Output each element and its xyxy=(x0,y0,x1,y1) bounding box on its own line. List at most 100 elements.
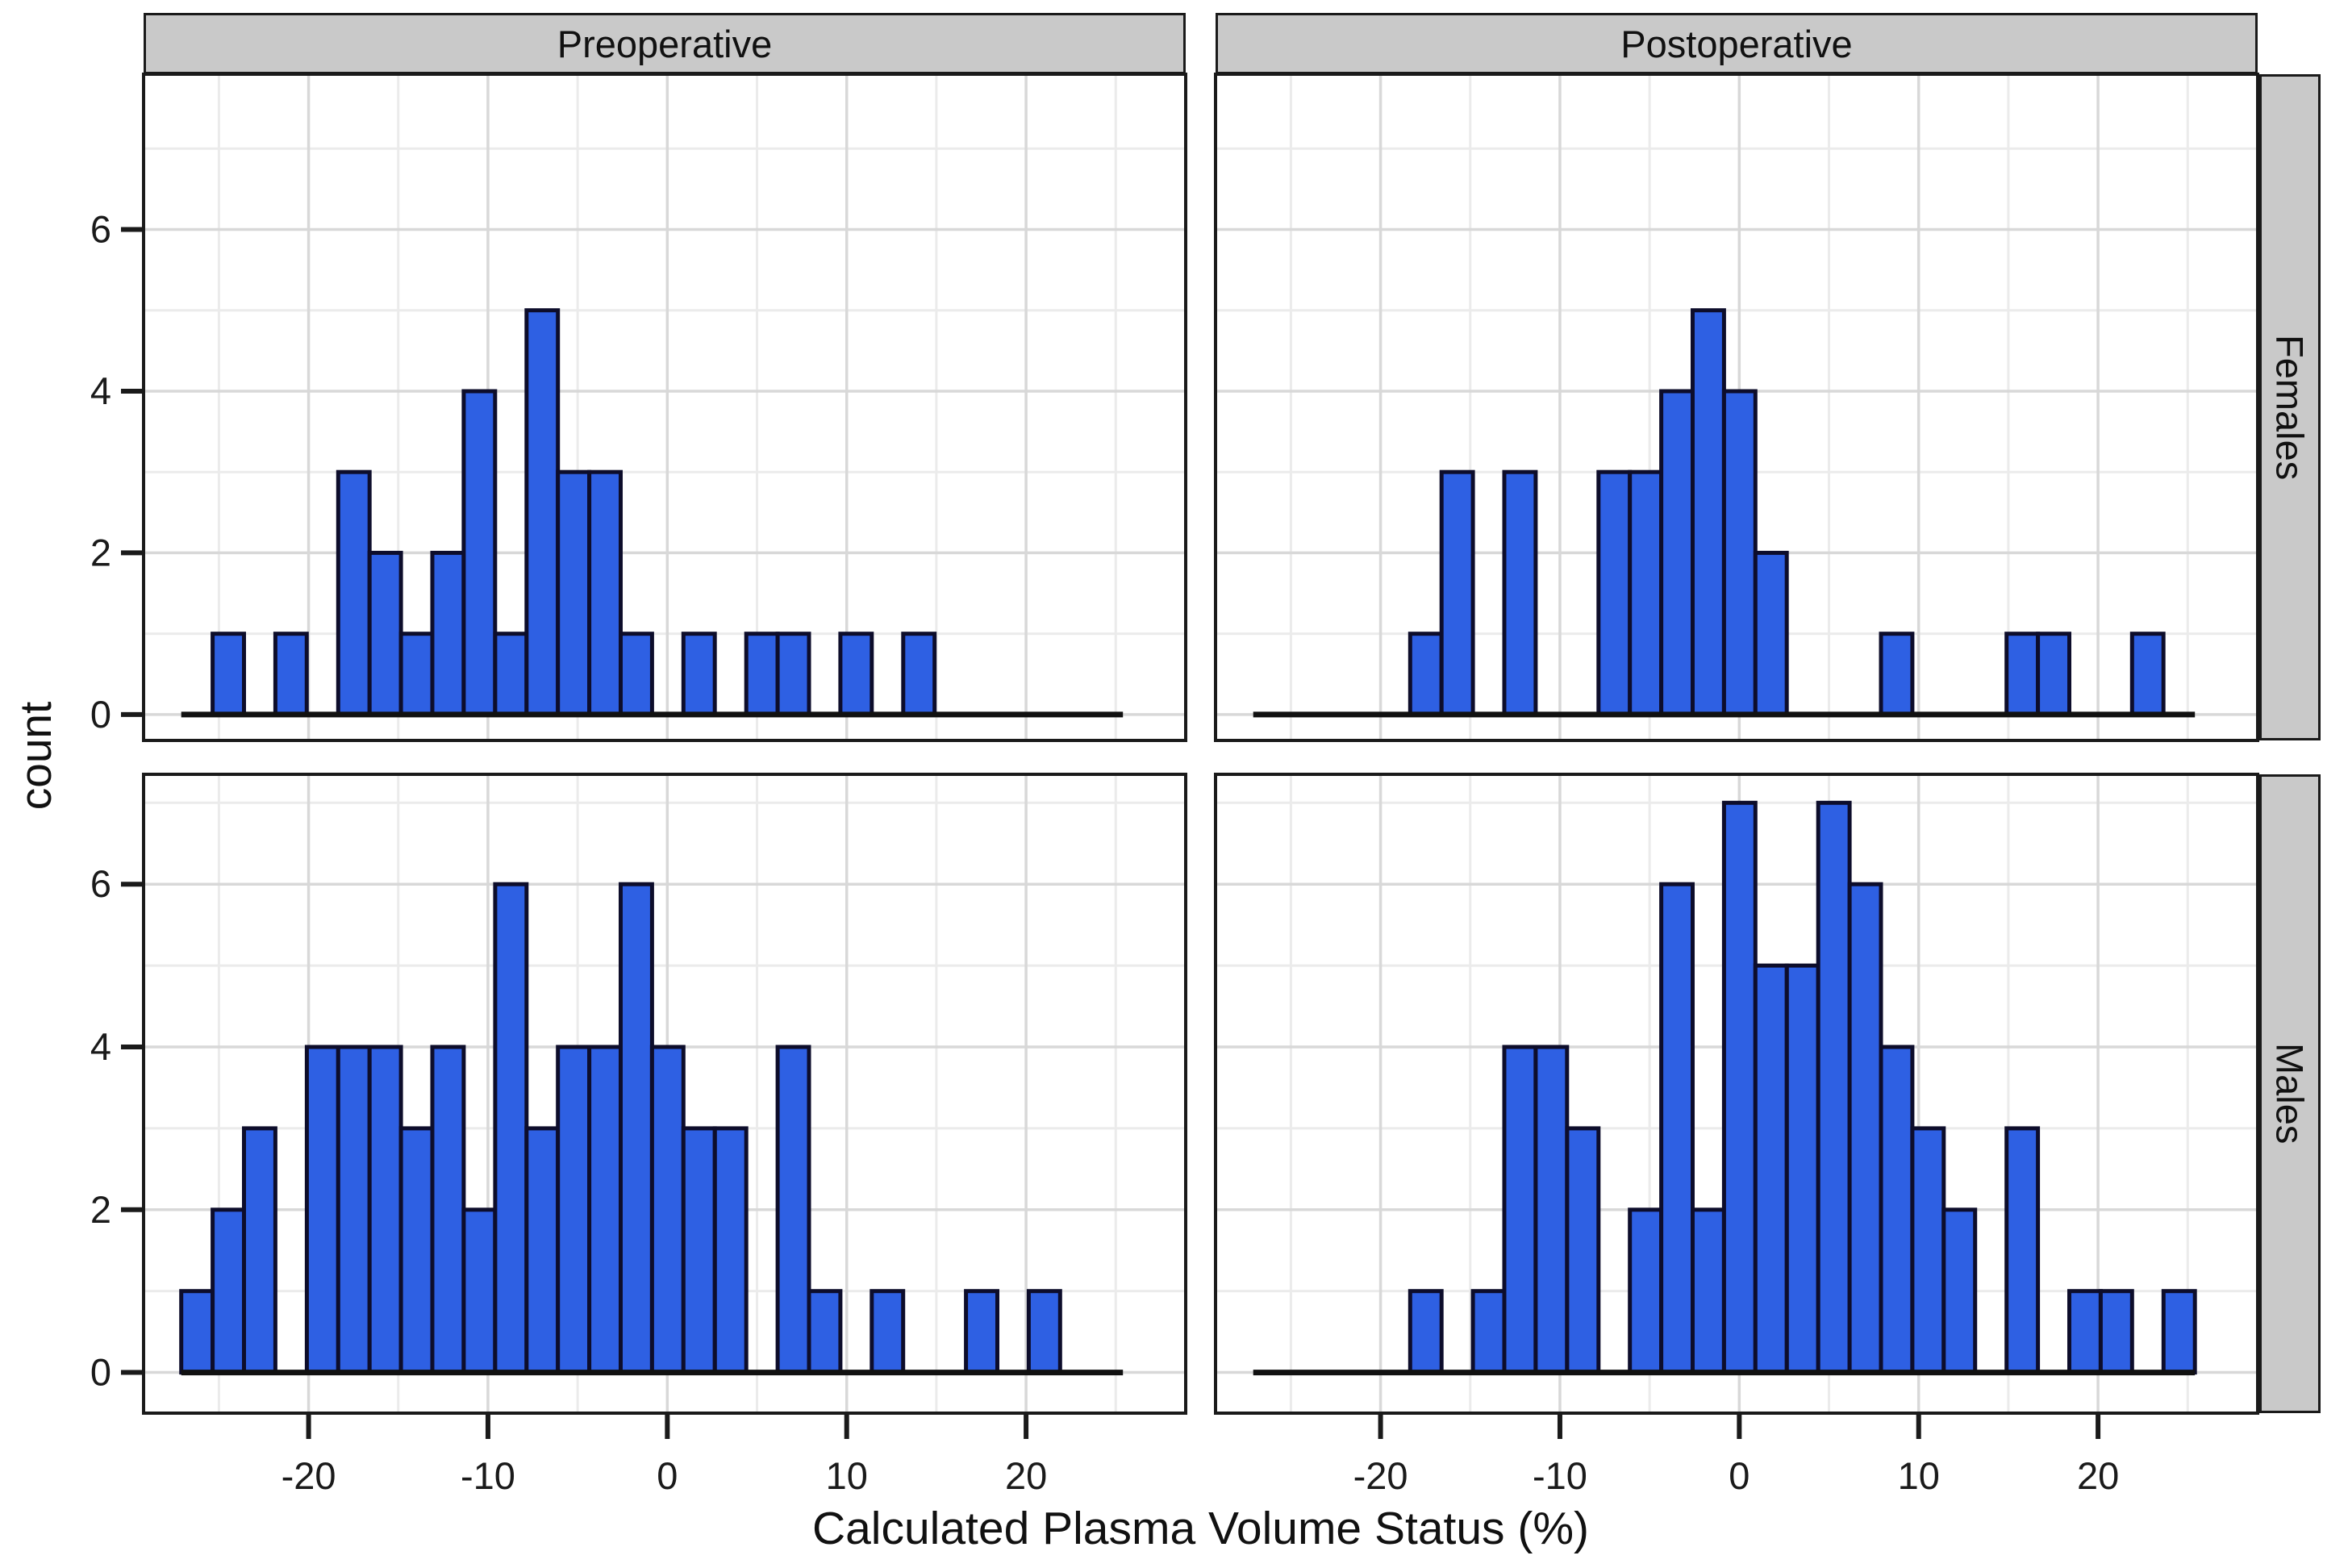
x-tick-label: -10 xyxy=(1533,1454,1587,1497)
histogram-bar xyxy=(242,1126,277,1375)
bars-Preoperative-Females xyxy=(181,308,1124,718)
panel-border xyxy=(1214,73,2259,742)
y-tick-label: 2 xyxy=(90,531,111,573)
histogram-bar xyxy=(1659,882,1695,1375)
histogram-bar xyxy=(2004,632,2041,717)
histogram-bar xyxy=(1691,1207,1726,1375)
histogram-bar xyxy=(1691,308,1726,717)
histogram-bar xyxy=(1879,1045,1915,1375)
histogram-bar xyxy=(2067,1289,2103,1375)
facet-strip-col-postoperative: Postoperative xyxy=(1216,13,2258,74)
y-axis-title: count xyxy=(10,701,60,811)
histogram-bar xyxy=(964,1289,999,1375)
x-tick-label: 0 xyxy=(657,1454,678,1497)
histogram-bar xyxy=(681,1126,717,1375)
histogram-bar xyxy=(493,632,529,717)
panel-border xyxy=(142,773,1187,1415)
y-tick-label: 6 xyxy=(90,208,111,251)
histogram-bar xyxy=(430,550,466,717)
histogram-bar xyxy=(775,1045,811,1375)
histogram-bar xyxy=(1408,1289,1444,1375)
histogram-bar xyxy=(1628,1207,1664,1375)
histogram-bar xyxy=(1502,1045,1538,1375)
histogram-bar xyxy=(1879,632,1915,717)
histogram-bar xyxy=(649,1045,686,1375)
histogram-bar xyxy=(619,882,654,1375)
histogram-bar xyxy=(1784,963,1820,1375)
histogram-bar xyxy=(870,1289,906,1375)
histogram-bar xyxy=(1816,800,1852,1374)
x-tick-label: 10 xyxy=(1898,1454,1940,1497)
histogram-bar xyxy=(524,308,561,717)
x-tick-label: -20 xyxy=(1353,1454,1408,1497)
bars-Postoperative-Males xyxy=(1253,800,2197,1376)
histogram-bar xyxy=(1753,550,1789,717)
histogram-bar xyxy=(1941,1207,1978,1375)
histogram-bar xyxy=(493,882,529,1375)
x-tick-label: -10 xyxy=(461,1454,515,1497)
histogram-bar xyxy=(179,1289,215,1375)
histogram-bar xyxy=(367,550,403,717)
histogram-bar xyxy=(304,1045,340,1375)
histogram-bar xyxy=(619,632,654,717)
histogram-bar xyxy=(681,632,717,717)
y-tick-label: 2 xyxy=(90,1188,111,1231)
histogram-bar xyxy=(556,469,592,717)
histogram-bar xyxy=(336,1045,372,1375)
histogram-bar xyxy=(1470,1289,1507,1375)
x-tick-label: 0 xyxy=(1729,1454,1750,1497)
histogram-bar xyxy=(587,469,623,717)
facet-strip-label: Postoperative xyxy=(1620,22,1853,65)
histogram-bar xyxy=(587,1045,623,1375)
facet-strip-label: Females xyxy=(2268,334,2312,481)
histogram-bar xyxy=(273,632,309,717)
y-tick-label: 0 xyxy=(90,693,111,736)
y-tick-label: 6 xyxy=(90,862,111,905)
histogram-bar xyxy=(901,632,937,717)
histogram-bar xyxy=(430,1045,466,1375)
histogram-bar xyxy=(1565,1126,1601,1375)
panel-border xyxy=(1214,773,2259,1415)
facet-strip-label: Preoperative xyxy=(557,22,773,65)
x-tick-label: 20 xyxy=(2077,1454,2119,1497)
histogram-bar xyxy=(1533,1045,1570,1375)
histogram-bar xyxy=(211,632,247,717)
bars-Postoperative-Females xyxy=(1253,308,2196,718)
histogram-bar xyxy=(336,469,372,717)
histogram-bar xyxy=(712,1126,749,1375)
x-axis-title: Calculated Plasma Volume Status (%) xyxy=(811,1503,1590,1554)
histogram-bar xyxy=(775,632,811,717)
histogram-bar xyxy=(1847,882,1883,1375)
histogram-bar xyxy=(838,632,874,717)
histogram-bar xyxy=(2098,1289,2134,1375)
histogram-bar xyxy=(461,1207,498,1375)
facet-strip-row-females: Females xyxy=(2259,74,2321,740)
y-tick-label: 0 xyxy=(90,1351,111,1394)
x-tick-label: 20 xyxy=(1005,1454,1047,1497)
histogram-bar xyxy=(367,1045,403,1375)
histogram-bar xyxy=(398,632,435,717)
histogram-bar xyxy=(1439,469,1475,717)
histogram-bar xyxy=(524,1126,561,1375)
histogram-bar xyxy=(2004,1126,2041,1375)
facet-strip-row-males: Males xyxy=(2259,774,2321,1413)
histogram-bar xyxy=(1910,1126,1946,1375)
histogram-bar xyxy=(398,1126,435,1375)
histogram-bar xyxy=(1721,800,1758,1374)
histogram-bar xyxy=(1628,469,1664,717)
histogram-bar xyxy=(1721,389,1758,717)
histogram-bar xyxy=(807,1289,843,1375)
histogram-bar xyxy=(1502,469,1538,717)
histogram-bar xyxy=(1408,632,1444,717)
histogram-bar xyxy=(461,389,498,717)
histogram-bar xyxy=(744,632,780,717)
panel-border xyxy=(142,73,1187,742)
histogram-bar xyxy=(1026,1289,1062,1375)
facet-strip-label: Males xyxy=(2268,1043,2312,1145)
facet-strip-col-preoperative: Preoperative xyxy=(144,13,1186,74)
y-tick-label: 4 xyxy=(90,1025,111,1068)
histogram-bar xyxy=(1659,389,1695,717)
histogram-bar xyxy=(1596,469,1633,717)
